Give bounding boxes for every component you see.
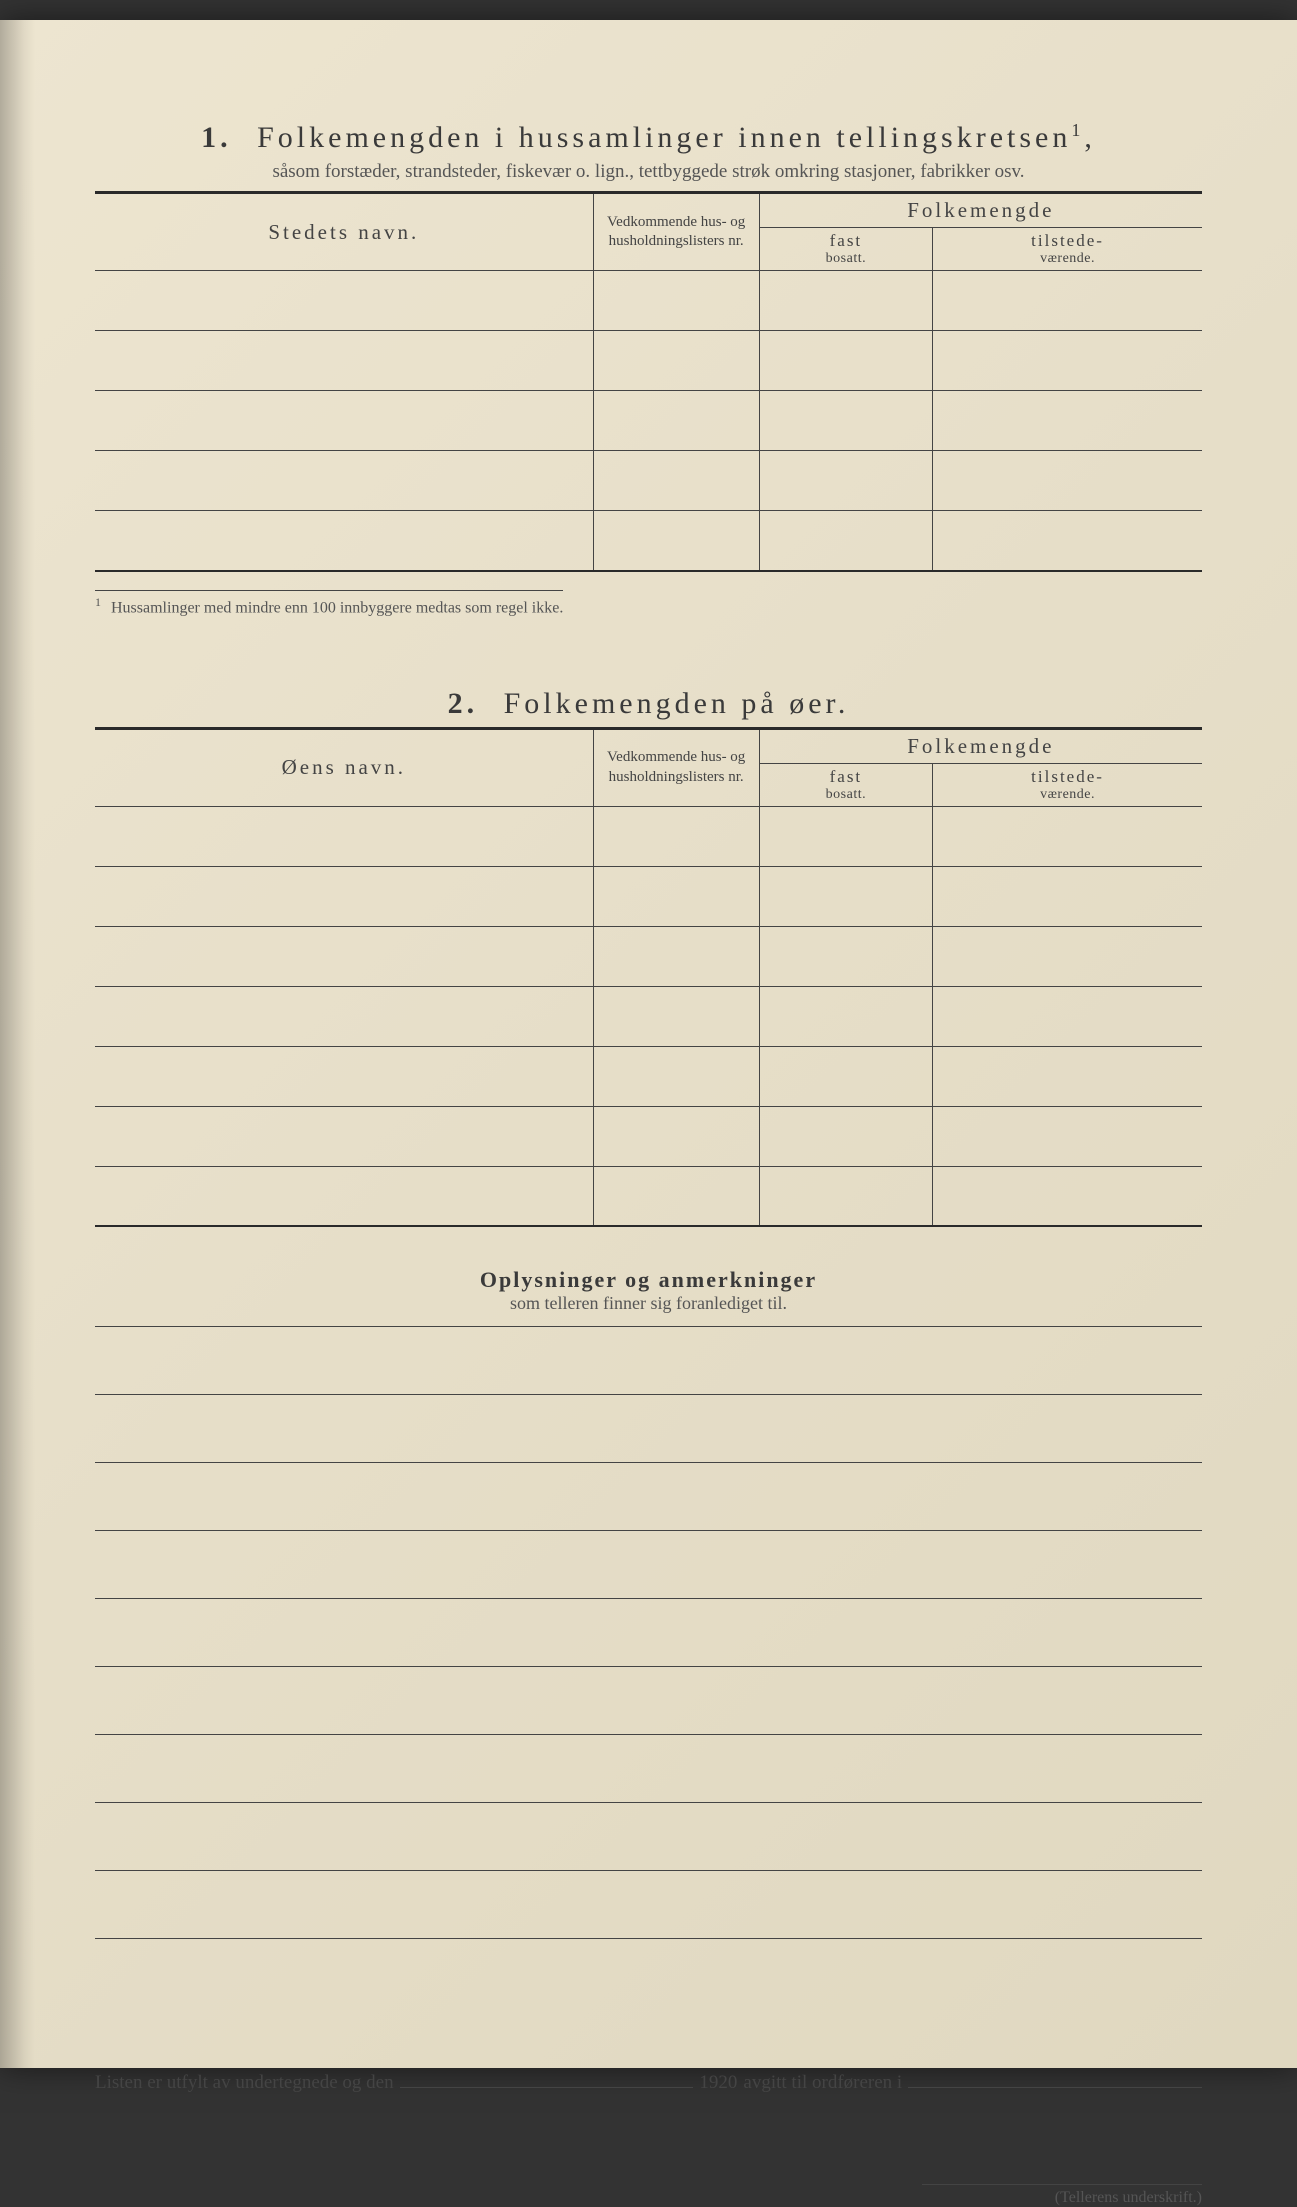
- col-tilstede2: tilstede- værende.: [933, 763, 1202, 806]
- ruled-line: [95, 1735, 1202, 1803]
- table-row: [95, 1046, 1202, 1106]
- ruled-line: [95, 1599, 1202, 1667]
- ruled-line: [95, 1871, 1202, 1939]
- table-row: [95, 1106, 1202, 1166]
- col-folkemengde2: Folkemengde: [759, 728, 1202, 763]
- section1-sup: 1: [1071, 120, 1084, 140]
- ruled-line: [95, 1531, 1202, 1599]
- table-row: [95, 866, 1202, 926]
- section1-number: 1.: [201, 121, 232, 154]
- signoff-blank-date: [400, 2069, 694, 2088]
- table-row: [95, 806, 1202, 866]
- section2-body: [95, 806, 1202, 1226]
- table-row: [95, 986, 1202, 1046]
- section1-body: [95, 271, 1202, 571]
- table-row: [95, 1166, 1202, 1226]
- signoff-year: 1920: [699, 2072, 737, 2094]
- col-fast-bosatt: fast bosatt.: [759, 228, 932, 271]
- section2-table: Øens navn. Vedkommende hus- og husholdni…: [95, 727, 1202, 1228]
- table-row: [95, 391, 1202, 451]
- signoff-blank-ordforer: [908, 2069, 1202, 2088]
- section1-title-text: Folkemengden i hussamlinger innen tellin…: [257, 121, 1071, 154]
- remarks-lines: [95, 1326, 1202, 1939]
- col-stedets-navn: Stedets navn.: [95, 193, 593, 271]
- signoff-line: Listen er utfylt av undertegnede og den …: [95, 2069, 1202, 2094]
- col-oens-navn: Øens navn.: [95, 728, 593, 806]
- section1-footnote: 1 Hussamlinger med mindre enn 100 innbyg…: [95, 590, 563, 617]
- signature-label: (Tellerens underskrift.): [922, 2184, 1202, 2207]
- ruled-line: [95, 1463, 1202, 1531]
- col-fast-bosatt2: fast bosatt.: [759, 763, 932, 806]
- signoff-part2: avgitt til ordføreren i: [743, 2072, 902, 2094]
- table-row: [95, 271, 1202, 331]
- remarks-subtitle: som telleren finner sig foranlediget til…: [95, 1293, 1202, 1314]
- table-row: [95, 511, 1202, 571]
- col-folkemengde: Folkemengde: [759, 193, 1202, 228]
- col-listers-nr: Vedkommende hus- og husholdningslisters …: [593, 193, 759, 271]
- ruled-line: [95, 1803, 1202, 1871]
- col-listers-nr2: Vedkommende hus- og husholdningslisters …: [593, 728, 759, 806]
- document-page: 1. Folkemengden i hussamlinger innen tel…: [0, 20, 1297, 2068]
- ruled-line: [95, 1395, 1202, 1463]
- section2-title-text: Folkemengden på øer.: [504, 687, 850, 720]
- section1-title: 1. Folkemengden i hussamlinger innen tel…: [95, 120, 1202, 155]
- ruled-line: [95, 1667, 1202, 1735]
- section1-subtitle: såsom forstæder, strandsteder, fiskevær …: [95, 161, 1202, 183]
- section2-number: 2.: [448, 687, 479, 720]
- table-row: [95, 451, 1202, 511]
- table-row: [95, 926, 1202, 986]
- table-row: [95, 331, 1202, 391]
- remarks-title: Oplysninger og anmerkninger: [95, 1267, 1202, 1293]
- ruled-line: [95, 1327, 1202, 1395]
- section2-title: 2. Folkemengden på øer.: [95, 687, 1202, 721]
- section1-table: Stedets navn. Vedkommende hus- og hushol…: [95, 191, 1202, 572]
- signoff-part1: Listen er utfylt av undertegnede og den: [95, 2072, 394, 2094]
- col-tilstede: tilstede- værende.: [933, 228, 1202, 271]
